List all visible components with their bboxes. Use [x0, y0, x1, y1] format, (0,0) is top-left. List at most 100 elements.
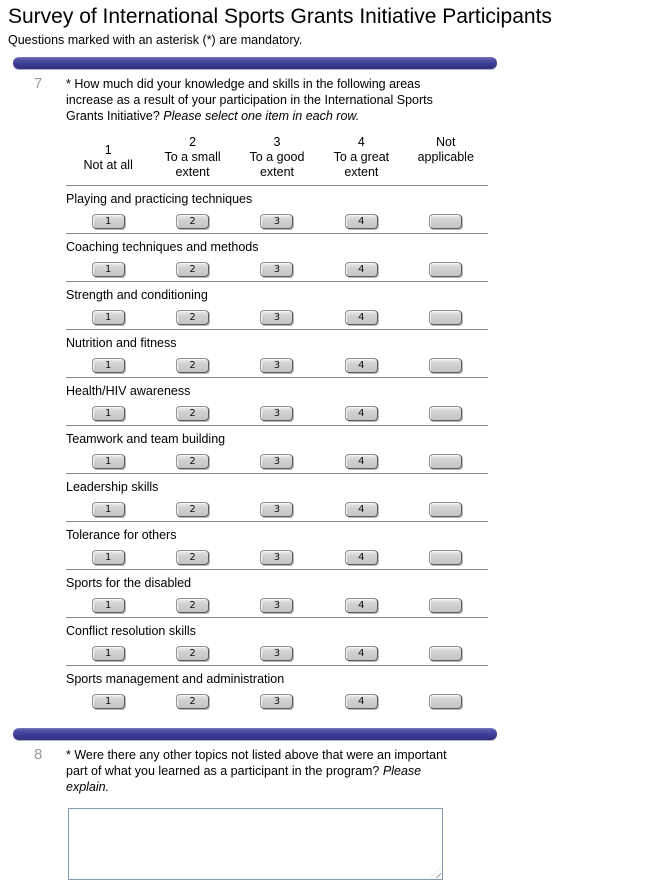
- rating-button-2[interactable]: 2: [176, 550, 210, 565]
- rating-button-1[interactable]: 1: [91, 550, 125, 565]
- column-header-good-extent: 3 To a good extent: [249, 135, 305, 179]
- row-label: Sports for the disabled: [66, 576, 192, 590]
- rating-button-4[interactable]: 4: [344, 502, 378, 517]
- row-label: Coaching techniques and methods: [66, 240, 259, 254]
- rating-button-3[interactable]: 3: [260, 310, 294, 325]
- matrix-row: Nutrition and fitness 1 2 3 4: [66, 330, 488, 378]
- rating-button-2[interactable]: 2: [176, 694, 210, 709]
- rating-button-4[interactable]: 4: [344, 550, 378, 565]
- mandatory-note: Questions marked with an asterisk (*) ar…: [8, 33, 303, 47]
- rating-button-na[interactable]: [429, 358, 463, 373]
- rating-button-4[interactable]: 4: [344, 406, 378, 421]
- matrix-row: Sports management and administration 1 2 3…: [66, 666, 488, 713]
- rating-button-2[interactable]: 2: [176, 262, 210, 277]
- question-text-instruction: Please select one item in each row.: [163, 109, 360, 123]
- rating-button-4[interactable]: 4: [344, 598, 378, 613]
- rating-button-1[interactable]: 1: [91, 502, 125, 517]
- row-buttons: 1 2 3 4: [66, 550, 488, 569]
- rating-button-3[interactable]: 3: [260, 550, 294, 565]
- row-buttons: 1 2 3 4: [66, 598, 488, 617]
- rating-button-1[interactable]: 1: [91, 454, 125, 469]
- question-text-instruction: Please explain.: [66, 764, 422, 794]
- row-buttons: 1 2 3 4: [66, 262, 488, 281]
- question-8: 8 * Were there any other topics not list…: [0, 746, 651, 880]
- rating-button-2[interactable]: 2: [176, 454, 210, 469]
- rating-button-na[interactable]: [429, 214, 463, 229]
- rating-matrix: Playing and practicing techniques 1 2 3 4 C…: [66, 186, 488, 713]
- rating-button-na[interactable]: [429, 646, 463, 661]
- column-header-not-at-all: 1 Not at all: [83, 142, 133, 172]
- rating-button-1[interactable]: 1: [91, 358, 125, 373]
- rating-button-3[interactable]: 3: [260, 694, 294, 709]
- question-text-main: * Were there any other topics not listed…: [66, 748, 447, 778]
- question-text-main: * How much did your knowledge and skills…: [66, 77, 433, 123]
- rating-button-1[interactable]: 1: [91, 694, 125, 709]
- rating-button-3[interactable]: 3: [260, 358, 294, 373]
- question-number: 7: [34, 75, 43, 92]
- matrix-row: Playing and practicing techniques 1 2 3 4: [66, 186, 488, 234]
- matrix-row: Sports for the disabled 1 2 3 4: [66, 570, 488, 618]
- section-divider: [13, 728, 497, 740]
- column-header-great-extent: 4 To a great extent: [333, 135, 390, 179]
- rating-button-4[interactable]: 4: [344, 310, 378, 325]
- row-label: Nutrition and fitness: [66, 336, 177, 350]
- rating-button-4[interactable]: 4: [344, 358, 378, 373]
- rating-button-na[interactable]: [429, 502, 463, 517]
- rating-button-na[interactable]: [429, 310, 463, 325]
- matrix-row: Health/HIV awareness 1 2 3 4: [66, 378, 488, 426]
- rating-button-na[interactable]: [429, 262, 463, 277]
- rating-button-3[interactable]: 3: [260, 646, 294, 661]
- rating-button-1[interactable]: 1: [91, 646, 125, 661]
- rating-button-1[interactable]: 1: [91, 406, 125, 421]
- page-title: Survey of International Sports Grants In…: [8, 5, 552, 28]
- rating-button-3[interactable]: 3: [260, 502, 294, 517]
- rating-button-3[interactable]: 3: [260, 454, 294, 469]
- rating-button-na[interactable]: [429, 454, 463, 469]
- row-buttons: 1 2 3 4: [66, 310, 488, 329]
- row-label: Conflict resolution skills: [66, 624, 196, 638]
- rating-button-3[interactable]: 3: [260, 406, 294, 421]
- matrix-header: 1 Not at all 2 To a small extent 3 To a …: [66, 131, 488, 186]
- rating-button-3[interactable]: 3: [260, 598, 294, 613]
- rating-button-2[interactable]: 2: [176, 598, 210, 613]
- matrix-row: Strength and conditioning 1 2 3 4: [66, 282, 488, 330]
- rating-button-2[interactable]: 2: [176, 502, 210, 517]
- rating-button-4[interactable]: 4: [344, 694, 378, 709]
- matrix-row: Tolerance for others 1 2 3 4: [66, 522, 488, 570]
- matrix-row: Leadership skills 1 2 3 4: [66, 474, 488, 522]
- rating-button-2[interactable]: 2: [176, 406, 210, 421]
- rating-button-3[interactable]: 3: [260, 214, 294, 229]
- rating-button-4[interactable]: 4: [344, 454, 378, 469]
- row-label: Tolerance for others: [66, 528, 177, 542]
- rating-button-3[interactable]: 3: [260, 262, 294, 277]
- rating-button-na[interactable]: [429, 598, 463, 613]
- row-buttons: 1 2 3 4: [66, 214, 488, 233]
- rating-button-4[interactable]: 4: [344, 214, 378, 229]
- rating-button-na[interactable]: [429, 550, 463, 565]
- rating-button-1[interactable]: 1: [91, 214, 125, 229]
- question-text: * Were there any other topics not listed…: [66, 747, 466, 795]
- rating-button-na[interactable]: [429, 694, 463, 709]
- question-number: 8: [34, 746, 43, 763]
- section-divider: [13, 57, 497, 69]
- rating-button-1[interactable]: 1: [91, 310, 125, 325]
- row-label: Leadership skills: [66, 480, 159, 494]
- row-buttons: 1 2 3 4: [66, 358, 488, 377]
- row-buttons: 1 2 3 4: [66, 694, 488, 713]
- rating-button-2[interactable]: 2: [176, 310, 210, 325]
- rating-button-2[interactable]: 2: [176, 214, 210, 229]
- rating-button-2[interactable]: 2: [176, 358, 210, 373]
- rating-button-2[interactable]: 2: [176, 646, 210, 661]
- rating-button-na[interactable]: [429, 406, 463, 421]
- rating-button-4[interactable]: 4: [344, 646, 378, 661]
- row-label: Health/HIV awareness: [66, 384, 191, 398]
- row-label: Playing and practicing techniques: [66, 192, 253, 206]
- rating-button-4[interactable]: 4: [344, 262, 378, 277]
- answer-textarea[interactable]: [68, 808, 443, 880]
- rating-button-1[interactable]: 1: [91, 262, 125, 277]
- row-buttons: 1 2 3 4: [66, 406, 488, 425]
- rating-button-1[interactable]: 1: [91, 598, 125, 613]
- row-buttons: 1 2 3 4: [66, 502, 488, 521]
- row-buttons: 1 2 3 4: [66, 646, 488, 665]
